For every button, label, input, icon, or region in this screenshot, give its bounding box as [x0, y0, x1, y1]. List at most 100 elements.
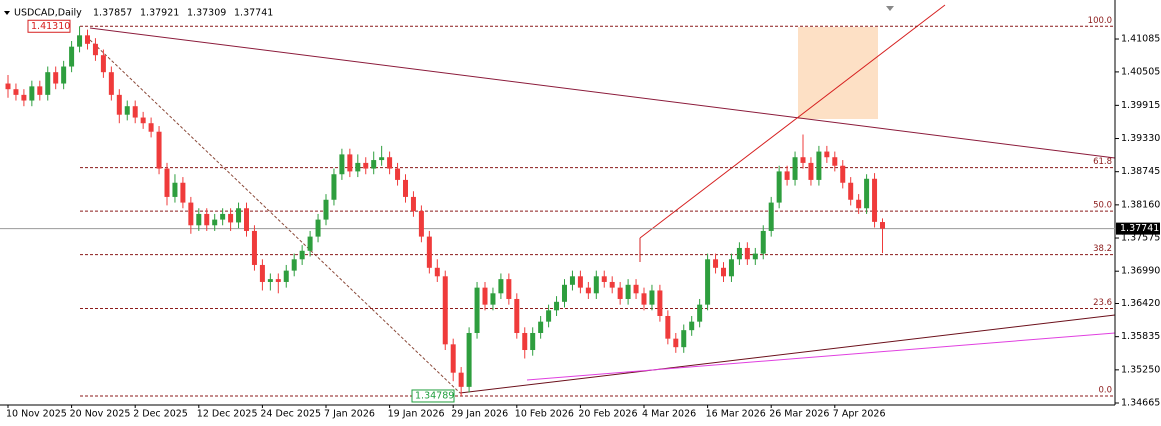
candle-body: [172, 182, 178, 197]
ohlc-low: 1.37309: [187, 8, 226, 19]
candle-body: [585, 287, 591, 294]
candle-body: [442, 276, 448, 345]
candle-body: [5, 83, 11, 90]
candle-body: [713, 259, 719, 268]
x-tick-label: 4 Mar 2026: [642, 409, 696, 420]
fib-label: 61.8: [1093, 157, 1112, 167]
candle-body: [236, 208, 242, 223]
candle-body: [673, 338, 679, 348]
candle-body: [728, 259, 734, 277]
candle-body: [490, 293, 496, 305]
candle-body: [291, 259, 297, 271]
candle-body: [522, 332, 528, 351]
candle-body: [116, 94, 122, 115]
candle-body: [657, 290, 663, 316]
price-annotation-box: [411, 389, 455, 403]
candle-body: [251, 230, 257, 265]
x-tick-label: 7 Apr 2026: [833, 409, 886, 420]
candle-body: [514, 298, 520, 333]
candle-body: [212, 219, 218, 226]
candle-body: [204, 213, 210, 226]
candle-body: [872, 178, 878, 222]
candle-body: [697, 304, 703, 322]
candle-body: [625, 284, 631, 299]
candle-body: [434, 267, 440, 277]
candle-body: [331, 174, 337, 200]
candle-body: [593, 276, 599, 294]
candle-body: [21, 94, 27, 101]
candle-body: [458, 372, 464, 387]
y-tick-label: 1.38160: [1121, 199, 1160, 210]
candle-body: [808, 162, 814, 180]
candle-body: [426, 236, 432, 268]
x-tick-label: 12 Dec 2025: [197, 409, 258, 420]
candle-body: [744, 247, 750, 260]
x-tick-label: 7 Jan 2026: [324, 409, 375, 420]
price-annotation: 1.34789: [415, 390, 454, 401]
y-tick-label: 1.40505: [1121, 66, 1160, 77]
candle-body: [617, 287, 623, 299]
price-annotation: 1.41310: [31, 21, 70, 32]
x-tick-label: 24 Dec 2025: [260, 409, 321, 420]
candle-body: [77, 35, 83, 47]
candle-body: [259, 264, 265, 282]
candle-body: [816, 151, 822, 180]
fib-label: 23.6: [1093, 298, 1112, 308]
candle-body: [363, 162, 369, 169]
fib-label: 100.0: [1088, 16, 1112, 26]
candle-body: [466, 332, 472, 387]
candle-body: [275, 279, 281, 282]
y-tick-label: 1.38745: [1121, 166, 1160, 177]
trend-line: [639, 4, 946, 239]
candle-body: [13, 89, 19, 95]
candle-body: [880, 222, 885, 229]
candle-body: [681, 330, 687, 348]
candle-body: [864, 178, 870, 209]
y-tick-label: 1.34665: [1121, 398, 1160, 409]
candle-body: [228, 213, 234, 223]
candle-body: [92, 43, 98, 56]
y-tick-label: 1.36420: [1121, 298, 1160, 309]
x-tick-label: 26 Mar 2026: [769, 409, 829, 420]
x-tick-label: 2 Dec 2025: [133, 409, 188, 420]
candle-body: [800, 157, 806, 163]
candle-body: [784, 171, 790, 180]
candle-body: [37, 86, 43, 95]
candle-body: [418, 211, 424, 237]
trend-line: [526, 332, 1116, 381]
candle-body: [339, 154, 345, 175]
candle-body: [156, 131, 162, 169]
candle-body: [554, 301, 560, 311]
candle-body: [410, 196, 416, 212]
candle-body: [45, 72, 51, 95]
candle-body: [792, 157, 798, 180]
y-tick-label: 1.41085: [1121, 34, 1160, 45]
fib-label: 38.2: [1093, 244, 1112, 254]
zone-box: [798, 27, 878, 119]
candle-body: [299, 250, 305, 260]
candle-body: [601, 276, 607, 282]
candle-body: [546, 310, 552, 322]
candle-body: [721, 267, 726, 277]
candle-body: [188, 202, 194, 226]
candle-body: [633, 284, 639, 294]
x-tick-label: 10 Feb 2026: [515, 409, 574, 420]
x-tick-label: 20 Feb 2026: [578, 409, 637, 420]
candle-body: [315, 219, 321, 237]
candle-body: [705, 259, 711, 305]
candle-body: [267, 279, 273, 282]
candle-body: [347, 154, 353, 172]
y-tick-label: 1.36990: [1121, 266, 1160, 277]
x-tick-label: 20 Nov 2025: [70, 409, 131, 420]
candle-body: [307, 236, 313, 251]
candle-body: [856, 199, 862, 209]
candle-body: [371, 160, 377, 169]
candle-body: [569, 276, 575, 285]
y-tick-label: 1.39330: [1121, 133, 1160, 144]
candle-body: [840, 165, 846, 183]
candle-body: [538, 321, 544, 333]
candle-body: [108, 72, 114, 95]
candle-body: [752, 253, 758, 260]
candle-body: [609, 281, 615, 288]
